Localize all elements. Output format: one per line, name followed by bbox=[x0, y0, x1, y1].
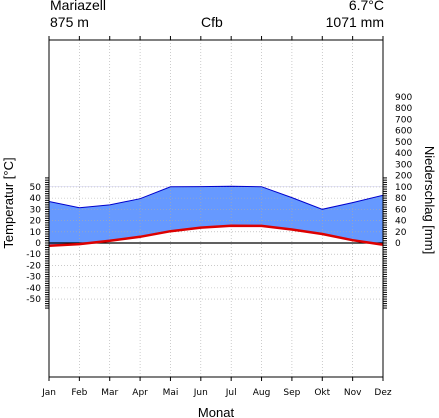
right-tick-label: 700 bbox=[395, 115, 412, 125]
left-tick-label: 50 bbox=[30, 183, 42, 193]
right-tick-label: 0 bbox=[395, 239, 401, 249]
left-tick-label: 20 bbox=[30, 217, 42, 227]
station-name: Mariazell bbox=[50, 0, 107, 13]
right-tick-label: 600 bbox=[395, 127, 412, 137]
excess-precip-band bbox=[49, 186, 383, 187]
left-tick-label: -10 bbox=[26, 250, 41, 260]
right-tick-label: 60 bbox=[395, 205, 407, 215]
y-axis-title-left: Temperatur [°C] bbox=[1, 157, 16, 248]
month-label-mai: Mai bbox=[163, 388, 179, 398]
right-tick-label: 900 bbox=[395, 93, 412, 103]
right-tick-label: 300 bbox=[395, 160, 412, 170]
month-label-nov: Nov bbox=[344, 388, 362, 398]
month-label-mar: Mar bbox=[101, 388, 118, 398]
temperature-line bbox=[49, 224, 383, 248]
y-axis-title-right: Niederschlag [mm] bbox=[422, 146, 437, 254]
month-label-jul: Jul bbox=[225, 388, 237, 398]
month-label-jan: Jan bbox=[41, 388, 56, 398]
month-label-feb: Feb bbox=[71, 388, 87, 398]
month-label-apr: Apr bbox=[132, 388, 148, 398]
left-tick-label: -20 bbox=[26, 261, 41, 271]
left-tick-label: 30 bbox=[30, 205, 42, 215]
month-label-okt: Okt bbox=[314, 388, 330, 398]
month-label-dez: Dez bbox=[374, 388, 391, 398]
left-tick-label: 40 bbox=[30, 194, 42, 204]
annual-precipitation: 1071 mm bbox=[325, 14, 384, 30]
right-tick-label: 200 bbox=[395, 172, 412, 182]
x-axis-title: Monat bbox=[198, 405, 235, 418]
left-tick-label: -40 bbox=[26, 284, 41, 294]
right-tick-label: 800 bbox=[395, 104, 412, 114]
climate-class: Cfb bbox=[201, 14, 223, 30]
left-tick-label: 10 bbox=[30, 228, 42, 238]
right-tick-label: 40 bbox=[395, 217, 407, 227]
right-tick-label: 500 bbox=[395, 138, 412, 148]
station-elevation: 875 m bbox=[50, 14, 89, 30]
annual-mean-temperature: 6.7°C bbox=[348, 0, 384, 13]
left-tick-label: -50 bbox=[26, 295, 41, 305]
month-label-jun: Jun bbox=[193, 388, 208, 398]
right-tick-label: 400 bbox=[395, 149, 412, 159]
right-tick-label: 100 bbox=[395, 183, 412, 193]
left-tick-label: -30 bbox=[26, 273, 41, 283]
month-label-sep: Sep bbox=[283, 388, 300, 398]
humid-area bbox=[49, 186, 383, 246]
left-tick-label: 0 bbox=[35, 239, 41, 249]
month-label-aug: Aug bbox=[253, 388, 271, 398]
right-tick-label: 20 bbox=[395, 228, 407, 238]
precipitation-line bbox=[49, 185, 383, 210]
plot-frame bbox=[48, 39, 384, 378]
right-tick-label: 80 bbox=[395, 194, 407, 204]
